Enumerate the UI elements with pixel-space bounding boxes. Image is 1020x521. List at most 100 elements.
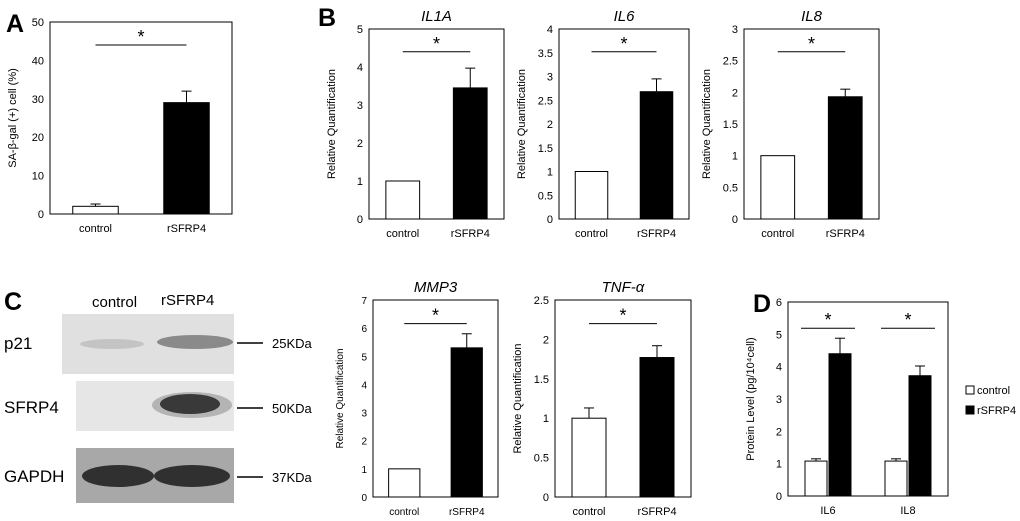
significance-marker: * bbox=[432, 306, 439, 326]
panel-label-d: D bbox=[753, 290, 771, 318]
significance-marker: * bbox=[619, 306, 626, 326]
chart-mmp3: 0 1 2 3 4 5 6 7 Relative Quantification MMP3 contr… bbox=[335, 279, 499, 518]
y-axis-label: Relative Quantification bbox=[701, 69, 713, 179]
marker-size-p21: 25KDa bbox=[272, 336, 313, 351]
x-tick-label: IL8 bbox=[900, 505, 915, 517]
y-tick-label: 0 bbox=[357, 214, 363, 226]
legend-swatch bbox=[965, 405, 975, 415]
legend-label: rSFRP4 bbox=[977, 405, 1016, 417]
blot-row-label-p21: p21 bbox=[4, 334, 32, 353]
bar-il6-control bbox=[804, 460, 828, 497]
bar-control bbox=[571, 417, 607, 498]
x-tick-label: control bbox=[761, 228, 794, 240]
y-tick-label: 5 bbox=[357, 24, 363, 36]
bar-rsfrp4 bbox=[827, 96, 863, 220]
x-tick-label: rSFRP4 bbox=[449, 507, 485, 518]
significance-marker: * bbox=[808, 34, 815, 54]
chart-title: TNF-α bbox=[602, 279, 645, 296]
band-gapdh-control bbox=[82, 465, 154, 487]
band-sfrp4-rsfrp4-halo bbox=[152, 392, 232, 418]
y-tick-label: 0.5 bbox=[538, 190, 553, 202]
chart-protein-level: 0 1 2 3 4 5 6 Protein Level (pg/10⁴cell) IL6 * IL8… bbox=[745, 297, 1016, 517]
y-tick-label: 0 bbox=[38, 209, 44, 221]
y-tick-label: 0 bbox=[732, 214, 738, 226]
y-tick-label: 1 bbox=[732, 151, 738, 163]
y-tick-label: 1 bbox=[776, 459, 782, 471]
blot-row-label-gapdh: GAPDH bbox=[4, 467, 64, 486]
y-tick-label: 2.5 bbox=[723, 56, 738, 68]
bar-control bbox=[574, 171, 609, 220]
y-tick-label: 20 bbox=[32, 132, 44, 144]
y-tick-label: 3.5 bbox=[538, 48, 553, 60]
band-sfrp4-rsfrp4 bbox=[160, 394, 220, 414]
band-p21-rsfrp4 bbox=[157, 335, 233, 349]
y-tick-label: 4 bbox=[357, 62, 363, 74]
y-tick-label: 7 bbox=[361, 296, 367, 307]
x-tick-label: rSFRP4 bbox=[167, 223, 206, 235]
y-tick-label: 1 bbox=[547, 167, 553, 179]
y-axis-label: Relative Quantification bbox=[512, 343, 524, 453]
chart-title: IL1A bbox=[421, 8, 452, 25]
y-tick-label: 0.5 bbox=[723, 182, 738, 194]
significance-marker: * bbox=[433, 34, 440, 54]
x-tick-label: control bbox=[575, 228, 608, 240]
y-axis-label: Relative Quantification bbox=[516, 69, 528, 179]
y-tick-label: 4 bbox=[776, 362, 782, 374]
bar-rsfrp4 bbox=[639, 357, 675, 498]
y-tick-label: 2.5 bbox=[538, 95, 553, 107]
panel-label-a: A bbox=[6, 10, 24, 38]
bar-il8-control bbox=[884, 460, 908, 497]
significance-marker: * bbox=[824, 310, 831, 330]
plot-frame bbox=[372, 299, 499, 498]
y-tick-label: 5 bbox=[776, 329, 782, 341]
chart-title: IL6 bbox=[614, 8, 636, 25]
bar-control bbox=[72, 205, 119, 215]
bar-rsfrp4 bbox=[639, 91, 674, 220]
bar-rsfrp4 bbox=[163, 102, 210, 215]
significance-marker: * bbox=[137, 27, 144, 47]
x-tick-label: control bbox=[572, 506, 605, 518]
x-tick-label: control bbox=[79, 223, 112, 235]
y-tick-label: 4 bbox=[547, 24, 553, 36]
y-tick-label: 1 bbox=[357, 176, 363, 188]
x-tick-label: rSFRP4 bbox=[451, 228, 490, 240]
y-tick-label: 4 bbox=[361, 380, 367, 391]
plot-frame bbox=[558, 28, 690, 220]
plot-frame bbox=[368, 28, 505, 220]
significance-marker: * bbox=[904, 310, 911, 330]
chart-il8: 0 0.5 1 1.5 2 2.5 3 Relative Quantification IL8 c… bbox=[701, 8, 880, 240]
chart-il1a: 0 1 2 3 4 5 Relative Quantification IL1A control… bbox=[326, 8, 505, 240]
bar-il8-rsfrp4 bbox=[908, 375, 932, 497]
y-tick-label: 1.5 bbox=[534, 374, 549, 386]
x-tick-label: rSFRP4 bbox=[826, 228, 865, 240]
y-tick-label: 50 bbox=[32, 17, 44, 29]
y-tick-label: 2 bbox=[361, 437, 367, 448]
y-tick-label: 1 bbox=[361, 465, 367, 476]
y-tick-label: 3 bbox=[357, 100, 363, 112]
y-tick-label: 6 bbox=[776, 297, 782, 309]
y-tick-label: 6 bbox=[361, 324, 367, 335]
y-tick-label: 40 bbox=[32, 55, 44, 67]
y-tick-label: 5 bbox=[361, 352, 367, 363]
bar-rsfrp4 bbox=[452, 87, 488, 220]
chart-tnf-alpha: 0 0.5 1 1.5 2 2.5 Relative Quantification TNF-α… bbox=[512, 279, 692, 518]
bar-rsfrp4 bbox=[450, 347, 483, 498]
panel-label-b: B bbox=[318, 4, 336, 32]
significance-marker: * bbox=[620, 34, 627, 54]
chart-sa-beta-gal: 0 10 20 30 40 50 SA-β-gal (+) cell (%) control r… bbox=[7, 17, 233, 235]
chart-title: IL8 bbox=[801, 8, 823, 25]
y-tick-label: 2 bbox=[543, 334, 549, 346]
blot-lane-rsfrp4: rSFRP4 bbox=[161, 292, 214, 309]
bar-control bbox=[385, 180, 421, 220]
y-tick-label: 0.5 bbox=[534, 453, 549, 465]
x-tick-label: rSFRP4 bbox=[637, 228, 676, 240]
y-tick-label: 0 bbox=[776, 491, 782, 503]
y-tick-label: 1.5 bbox=[723, 119, 738, 131]
bar-control bbox=[760, 155, 796, 220]
bar-il6-rsfrp4 bbox=[828, 353, 852, 497]
plot-frame bbox=[743, 28, 880, 220]
band-gapdh-rsfrp4 bbox=[154, 465, 230, 487]
y-tick-label: 3 bbox=[547, 72, 553, 84]
y-tick-label: 1 bbox=[543, 413, 549, 425]
